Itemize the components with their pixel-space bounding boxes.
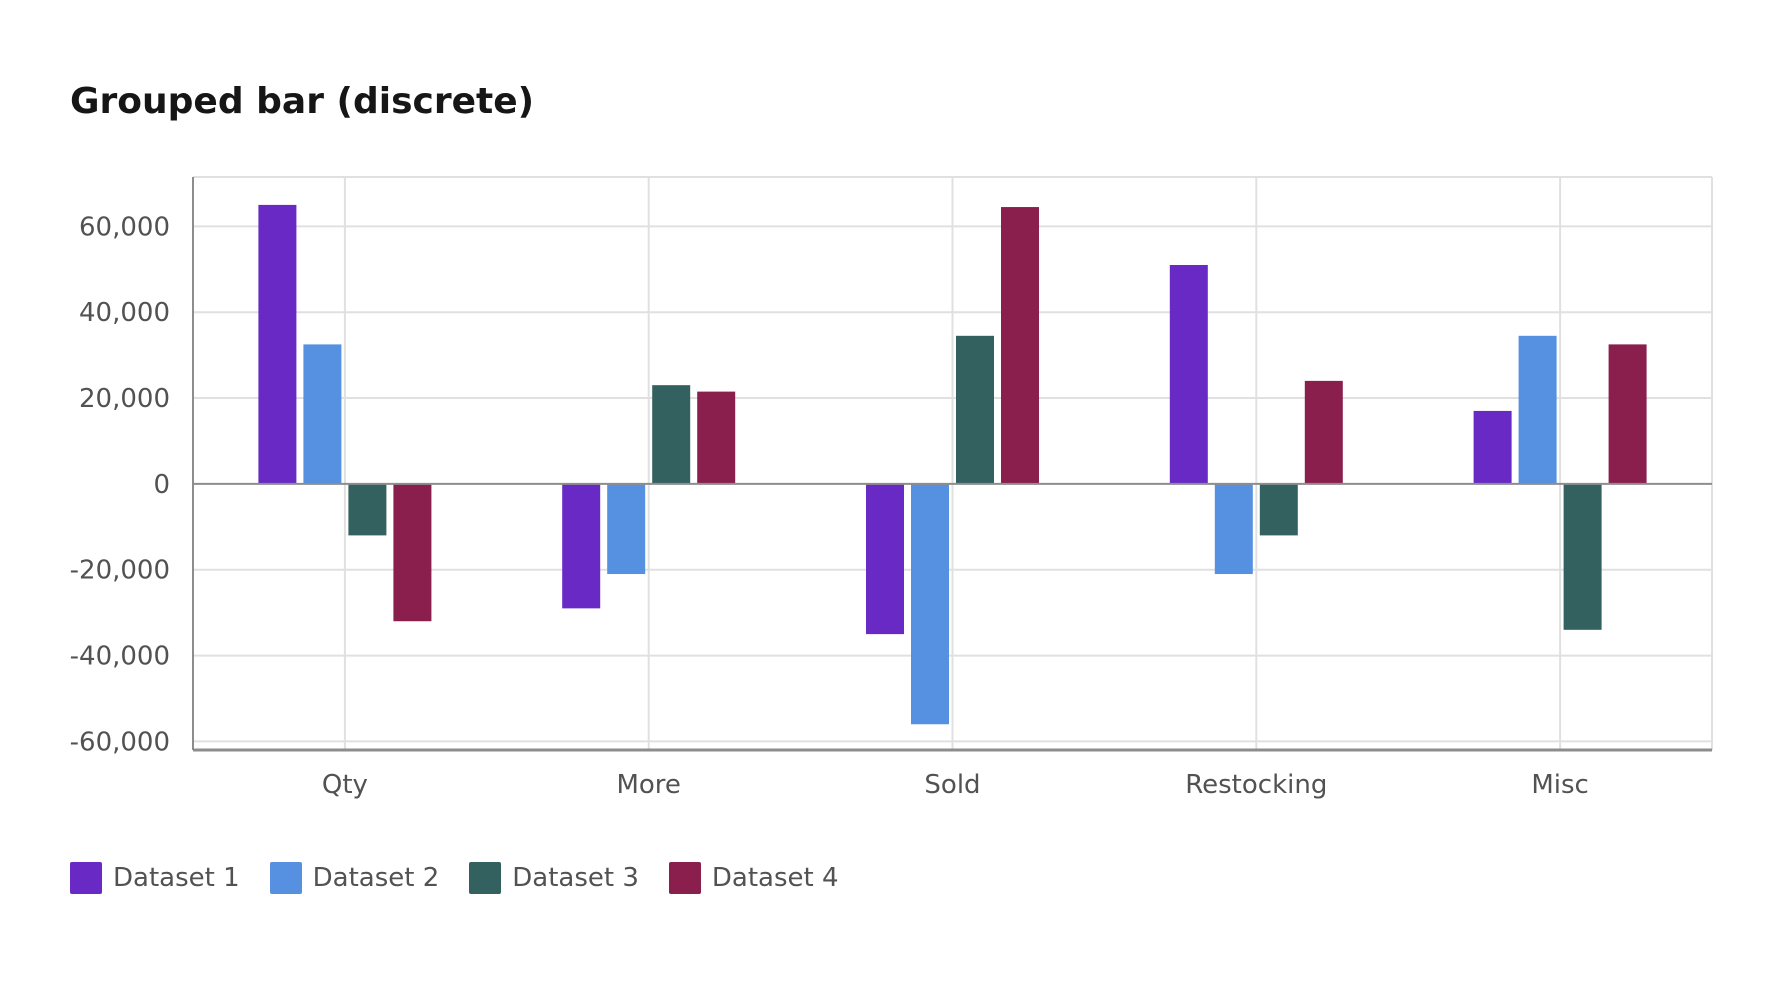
bars-layer xyxy=(258,204,1647,725)
bar xyxy=(562,483,601,609)
legend-item[interactable]: Dataset 1 xyxy=(70,862,240,894)
bar xyxy=(911,483,949,725)
bar xyxy=(258,204,297,484)
bar xyxy=(1169,264,1208,484)
chart-title: Grouped bar (discrete) xyxy=(70,81,535,122)
bar xyxy=(1259,483,1298,536)
legend-swatch xyxy=(70,862,102,894)
x-tick-label: Sold xyxy=(924,770,980,800)
bar xyxy=(1001,207,1039,484)
bar xyxy=(956,335,994,484)
x-tick-label: Restocking xyxy=(1185,770,1327,800)
bar xyxy=(697,391,736,484)
legend-swatch xyxy=(469,862,502,894)
x-tick-label: Misc xyxy=(1531,770,1589,800)
bar xyxy=(1608,344,1647,484)
y-tick-label: 40,000 xyxy=(79,298,170,328)
y-tick-label: 60,000 xyxy=(79,212,170,242)
bar xyxy=(1214,483,1253,575)
bar xyxy=(1304,380,1343,484)
y-tick-label: 0 xyxy=(153,470,170,500)
bar xyxy=(866,483,904,635)
legend-label: Dataset 2 xyxy=(312,863,440,893)
bar xyxy=(1473,410,1512,484)
bar xyxy=(348,483,387,536)
bar xyxy=(607,483,646,575)
grid-layer xyxy=(193,176,1713,750)
bar xyxy=(1518,335,1557,484)
legend-label: Dataset 1 xyxy=(113,863,240,893)
axis-layer xyxy=(192,177,1712,752)
labels-layer: 60,000 40,000 20,000 0 -20,000 -40,000 -60,000… xyxy=(70,212,1589,800)
legend-item[interactable]: Dataset 3 xyxy=(469,862,639,894)
bar xyxy=(393,483,432,622)
y-tick-label: -40,000 xyxy=(70,642,170,672)
x-tick-label: Qty xyxy=(322,770,368,800)
legend-item[interactable]: Dataset 2 xyxy=(269,862,440,894)
legend-label: Dataset 3 xyxy=(512,863,639,893)
x-tick-label: More xyxy=(616,770,680,800)
legend-item[interactable]: Dataset 4 xyxy=(668,862,839,894)
legend: Dataset 1 Dataset 2 Dataset 3 Dataset 4 xyxy=(70,862,869,894)
y-tick-label: 20,000 xyxy=(79,384,170,414)
bar xyxy=(1563,483,1602,630)
legend-swatch xyxy=(269,862,302,894)
legend-label: Dataset 4 xyxy=(711,863,839,893)
bar xyxy=(303,344,342,484)
legend-swatch xyxy=(668,862,701,894)
bar xyxy=(652,385,691,484)
y-tick-label: -60,000 xyxy=(70,727,170,757)
y-tick-label: -20,000 xyxy=(70,556,170,586)
